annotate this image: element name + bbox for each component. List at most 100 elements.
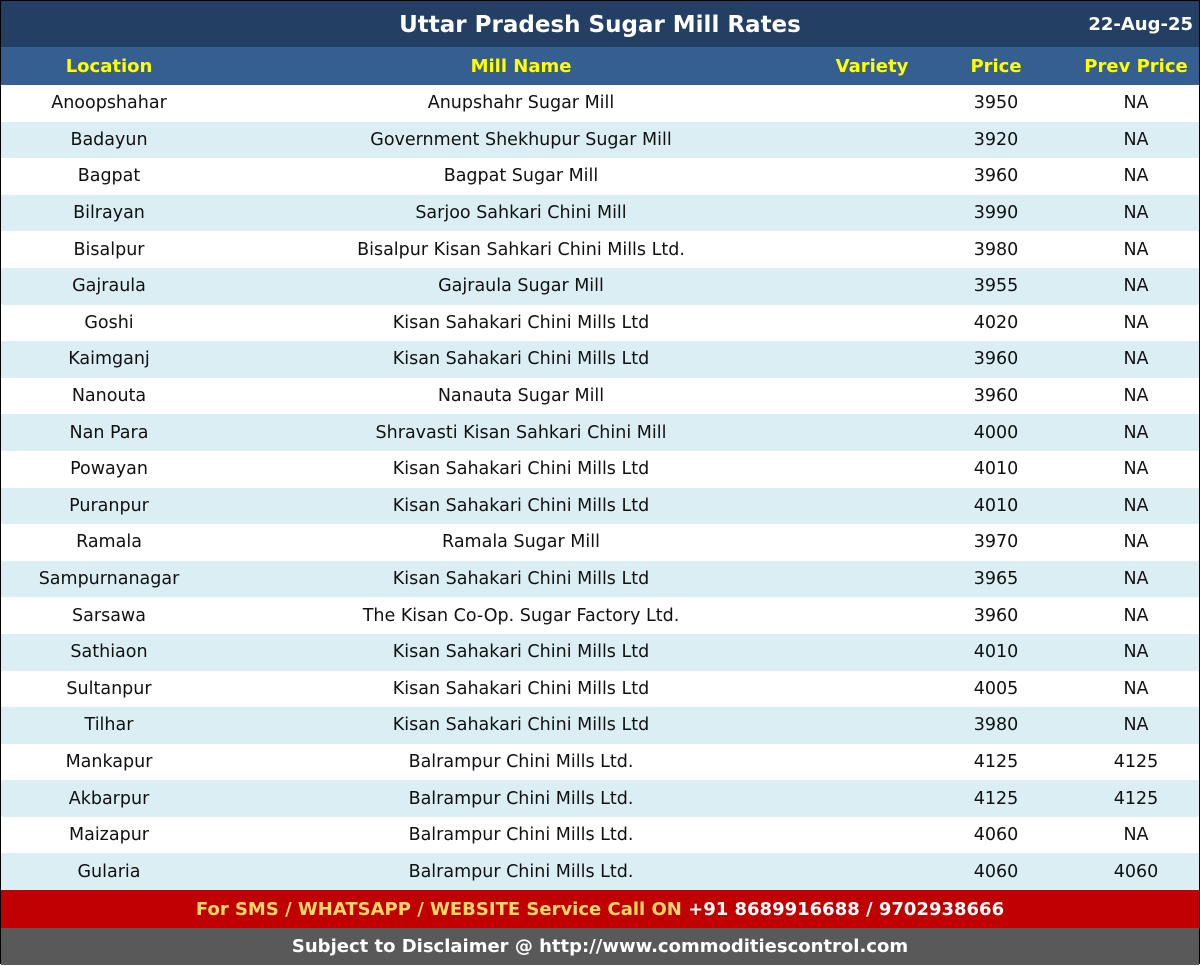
mill-name-cell: Shravasti Kisan Sahkari Chini Mill: [375, 422, 667, 443]
prev-price-cell: NA: [1123, 312, 1149, 333]
variety-cell: [825, 85, 919, 122]
prev-price-cell: NA: [1123, 825, 1149, 846]
mill-name-cell: Kisan Sahakari Chini Mills Ltd: [392, 459, 650, 480]
location-cell: Gularia: [77, 861, 141, 882]
mill-name-cell: Balrampur Chini Mills Ltd.: [408, 788, 634, 809]
prev-price-cell: NA: [1123, 203, 1149, 224]
prev-price-cell: 4060: [1113, 861, 1159, 882]
prev-price-cell: 4125: [1113, 788, 1159, 809]
location-cell: Bilrayan: [73, 203, 145, 224]
price-cell: 4010: [973, 495, 1019, 516]
prev-price-cell: NA: [1123, 532, 1149, 553]
variety-cell: [825, 268, 919, 305]
variety-cell: [825, 561, 919, 598]
table-row: Akbarpur Balrampur Chini Mills Ltd. 4125 41…: [1, 780, 1199, 817]
variety-cell: [825, 780, 919, 817]
mill-name-cell: Kisan Sahakari Chini Mills Ltd: [392, 715, 650, 736]
location-cell: Bisalpur: [73, 239, 145, 260]
price-cell: 4125: [973, 751, 1019, 772]
table-body: Anoopshahar Anupshahr Sugar Mill 3950 NA Bad…: [1, 85, 1199, 891]
price-cell: 3990: [973, 203, 1019, 224]
price-cell: 3960: [973, 605, 1019, 626]
price-cell: 3950: [973, 93, 1019, 114]
table-row: Mankapur Balrampur Chini Mills Ltd. 4125 41…: [1, 744, 1199, 781]
variety-cell: [825, 158, 919, 195]
location-cell: Powayan: [70, 459, 148, 480]
variety-cell: [825, 378, 919, 415]
service-text: For SMS / WHATSAPP / WEBSITE Service Cal…: [195, 899, 689, 921]
location-cell: Ramala: [76, 532, 142, 553]
table-header: Location Mill Name Variety Price Prev Price: [1, 47, 1199, 85]
location-cell: Sarsawa: [72, 605, 146, 626]
prev-price-cell: NA: [1123, 605, 1149, 626]
variety-cell: [825, 122, 919, 159]
page-title: Uttar Pradesh Sugar Mill Rates: [399, 12, 801, 38]
prev-price-cell: NA: [1123, 459, 1149, 480]
prev-price-cell: NA: [1123, 569, 1149, 590]
prev-price-cell: NA: [1123, 166, 1149, 187]
mill-name-cell: Balrampur Chini Mills Ltd.: [408, 751, 634, 772]
location-cell: Sampurnanagar: [38, 569, 180, 590]
mill-name-cell: Nanauta Sugar Mill: [437, 386, 605, 407]
variety-cell: [825, 305, 919, 342]
location-cell: Goshi: [84, 312, 134, 333]
variety-cell: [825, 451, 919, 488]
mill-name-cell: Kisan Sahakari Chini Mills Ltd: [392, 312, 650, 333]
table-row: Sathiaon Kisan Sahakari Chini Mills Ltd 40…: [1, 633, 1199, 671]
mill-name-cell: Balrampur Chini Mills Ltd.: [408, 825, 634, 846]
column-header: Mill Name: [470, 55, 572, 77]
location-cell: Anoopshahar: [51, 93, 167, 114]
disclaimer: Subject to Disclaimer @ http://www.commo…: [1, 928, 1199, 966]
table-row: Tilhar Kisan Sahakari Chini Mills Ltd 3980…: [1, 707, 1199, 744]
prev-price-cell: NA: [1123, 386, 1149, 407]
price-cell: 3920: [973, 129, 1019, 150]
mill-name-cell: Bagpat Sugar Mill: [443, 166, 599, 187]
location-cell: Maizapur: [69, 825, 149, 846]
price-cell: 4005: [973, 678, 1019, 699]
mill-name-cell: Balrampur Chini Mills Ltd.: [408, 861, 634, 882]
table-row: Bilrayan Sarjoo Sahkari Chini Mill 3990 NA: [1, 194, 1199, 232]
location-cell: Tilhar: [84, 715, 134, 736]
location-cell: Sultanpur: [66, 678, 152, 699]
prev-price-cell: NA: [1123, 715, 1149, 736]
mill-name-cell: Gajraula Sugar Mill: [438, 276, 604, 297]
table-row: Powayan Kisan Sahakari Chini Mills Ltd 401…: [1, 451, 1199, 488]
prev-price-cell: 4125: [1113, 751, 1159, 772]
column-header: Price: [970, 55, 1022, 77]
price-cell: 4125: [973, 788, 1019, 809]
variety-cell: [825, 488, 919, 525]
price-cell: 4010: [973, 459, 1019, 480]
mill-name-cell: Kisan Sahakari Chini Mills Ltd: [392, 569, 650, 590]
prev-price-cell: NA: [1123, 93, 1149, 114]
variety-cell: [825, 634, 919, 671]
price-cell: 3955: [973, 276, 1019, 297]
location-cell: Kaimganj: [68, 349, 150, 370]
prev-price-cell: NA: [1123, 349, 1149, 370]
table-row: Kaimganj Kisan Sahakari Chini Mills Ltd 39…: [1, 341, 1199, 378]
phone-numbers: +91 8689916688 / 9702938666: [688, 899, 1005, 921]
prev-price-cell: NA: [1123, 642, 1149, 663]
variety-cell: [825, 744, 919, 781]
table-row: Ramala Ramala Sugar Mill 3970 NA: [1, 524, 1199, 561]
mill-name-cell: Government Shekhupur Sugar Mill: [370, 129, 672, 150]
title-bar: Uttar Pradesh Sugar Mill Rates 22-Aug-25: [1, 1, 1199, 47]
location-cell: Akbarpur: [68, 788, 150, 809]
location-cell: Nanouta: [71, 386, 147, 407]
location-cell: Mankapur: [65, 751, 153, 772]
variety-cell: [825, 195, 919, 232]
table-row: Badayun Government Shekhupur Sugar Mill 39…: [1, 121, 1199, 159]
variety-cell: [825, 524, 919, 561]
table-row: Bisalpur Bisalpur Kisan Sahkari Chini Mil…: [1, 231, 1199, 268]
variety-cell: [825, 853, 919, 890]
price-cell: 3980: [973, 239, 1019, 260]
variety-cell: [825, 671, 919, 708]
location-cell: Nan Para: [69, 422, 149, 443]
mill-name-cell: Ramala Sugar Mill: [442, 532, 600, 553]
variety-cell: [825, 231, 919, 268]
table-row: Puranpur Kisan Sahakari Chini Mills Ltd 40…: [1, 487, 1199, 525]
price-cell: 3970: [973, 532, 1019, 553]
prev-price-cell: NA: [1123, 422, 1149, 443]
service-banner: For SMS / WHATSAPP / WEBSITE Service Cal…: [1, 890, 1199, 929]
table-row: Maizapur Balrampur Chini Mills Ltd. 4060 NA: [1, 817, 1199, 854]
